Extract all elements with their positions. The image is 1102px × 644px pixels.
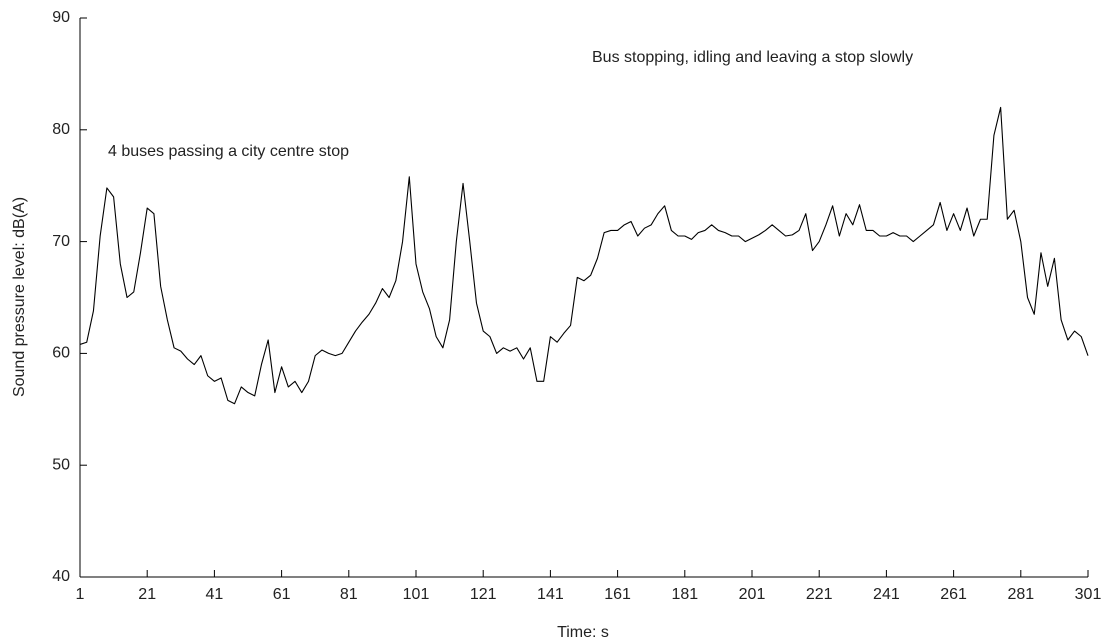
y-tick-label: 60 [52, 345, 70, 362]
x-tick-label: 121 [470, 586, 497, 603]
x-tick-label: 41 [206, 586, 224, 603]
x-tick-label: 221 [806, 586, 833, 603]
x-tick-label: 201 [739, 586, 766, 603]
y-axis-label: Sound pressure level: dB(A) [11, 197, 28, 397]
x-tick-label: 1 [76, 586, 85, 603]
x-tick-label: 261 [940, 586, 967, 603]
y-tick-label: 90 [52, 9, 70, 26]
x-tick-label: 21 [138, 586, 156, 603]
y-tick-label: 40 [52, 568, 70, 585]
annotation: 4 buses passing a city centre stop [108, 143, 349, 160]
x-tick-label: 281 [1007, 586, 1034, 603]
x-tick-label: 141 [537, 586, 564, 603]
y-tick-label: 50 [52, 456, 70, 473]
y-tick-label: 70 [52, 233, 70, 250]
x-tick-label: 161 [604, 586, 631, 603]
data-line [79, 106, 1089, 405]
x-tick-label: 241 [873, 586, 900, 603]
annotation: Bus stopping, idling and leaving a stop … [592, 49, 913, 66]
x-tick-label: 301 [1075, 586, 1102, 603]
x-tick-label: 81 [340, 586, 358, 603]
x-tick-label: 101 [403, 586, 430, 603]
x-tick-label: 181 [671, 586, 698, 603]
x-axis-label: Time: s [557, 624, 609, 641]
y-tick-label: 80 [52, 121, 70, 138]
x-tick-label: 61 [273, 586, 291, 603]
